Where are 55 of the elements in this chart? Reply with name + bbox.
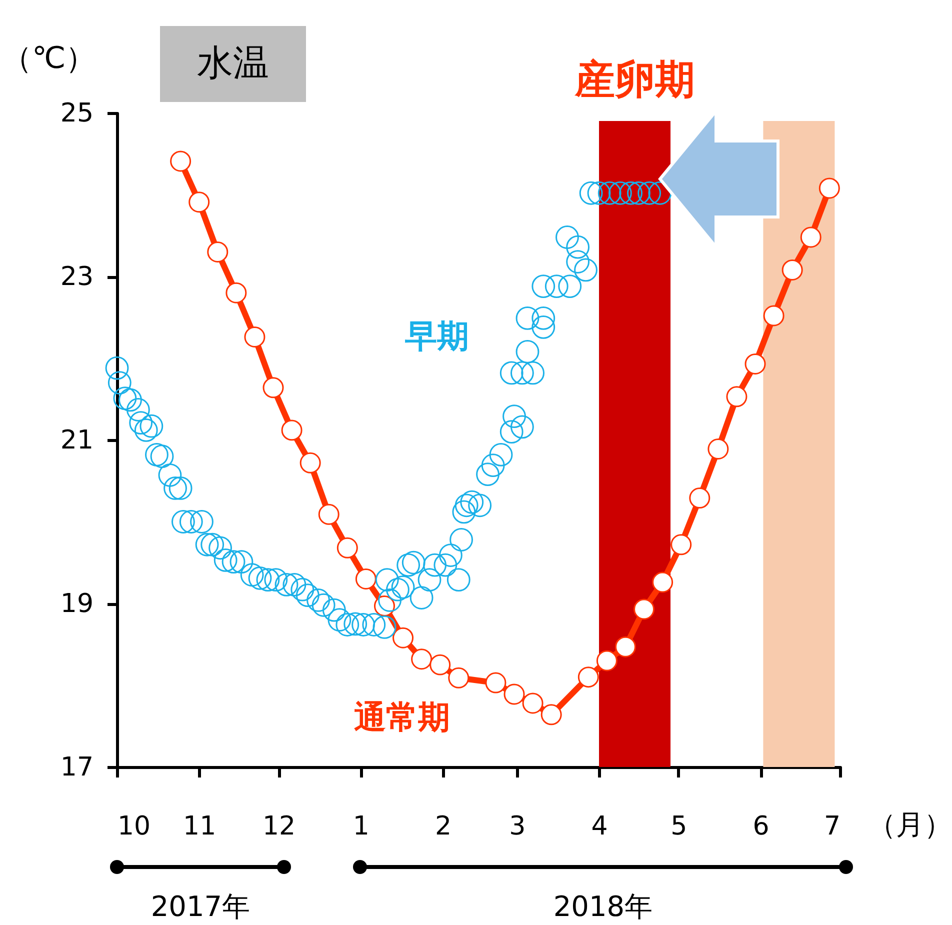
point [670, 534, 692, 556]
point [744, 353, 766, 374]
x-tick-label: 2 [434, 812, 452, 842]
point [634, 598, 655, 620]
point [689, 488, 710, 509]
series-label: 早期 [404, 317, 469, 355]
x-tick-label: 7 [824, 812, 840, 842]
y-tick-label: 17 [60, 752, 94, 782]
point [355, 568, 376, 590]
point [392, 627, 414, 648]
point [485, 672, 506, 694]
point [411, 648, 432, 670]
text: 2018年 [553, 889, 653, 925]
point [430, 654, 451, 676]
point [336, 537, 358, 558]
point [652, 572, 674, 593]
point [578, 666, 599, 688]
y-axis-title: （℃） [2, 40, 96, 78]
band-label: 産卵期 [574, 57, 695, 103]
point [262, 377, 284, 398]
x-tick-label: 5 [670, 812, 688, 842]
point [818, 178, 840, 199]
point [614, 636, 636, 658]
chart-title: 水温 [160, 26, 306, 102]
point [281, 420, 302, 441]
point [763, 305, 784, 326]
point [726, 386, 748, 408]
point [300, 452, 321, 474]
series-label: 通常期 [354, 698, 450, 736]
y-tick-label: 21 [60, 426, 94, 456]
x-tick-label: 10 [118, 812, 151, 842]
x-axis-title: （月） [868, 807, 952, 843]
x-tick-label: 1 [352, 812, 370, 842]
x-tick-label: 6 [752, 812, 770, 842]
point [522, 692, 544, 714]
x-tick-label: 3 [509, 812, 526, 842]
point [782, 259, 803, 280]
y-tick-label: 25 [60, 98, 94, 128]
point [504, 684, 525, 705]
point [244, 326, 266, 348]
x-tick-label: 4 [591, 812, 608, 842]
text: 2017年 [150, 889, 250, 925]
x-tick-label: 12 [262, 812, 296, 842]
point [708, 438, 729, 460]
point [800, 226, 822, 248]
point [596, 650, 618, 672]
y-tick-label: 23 [60, 262, 94, 292]
point [448, 667, 470, 688]
point [540, 704, 562, 726]
x-tick-label: 11 [183, 812, 216, 842]
point [188, 192, 210, 213]
point [226, 282, 247, 304]
point [318, 504, 340, 525]
point [207, 241, 228, 262]
y-tick-label: 19 [60, 589, 94, 619]
